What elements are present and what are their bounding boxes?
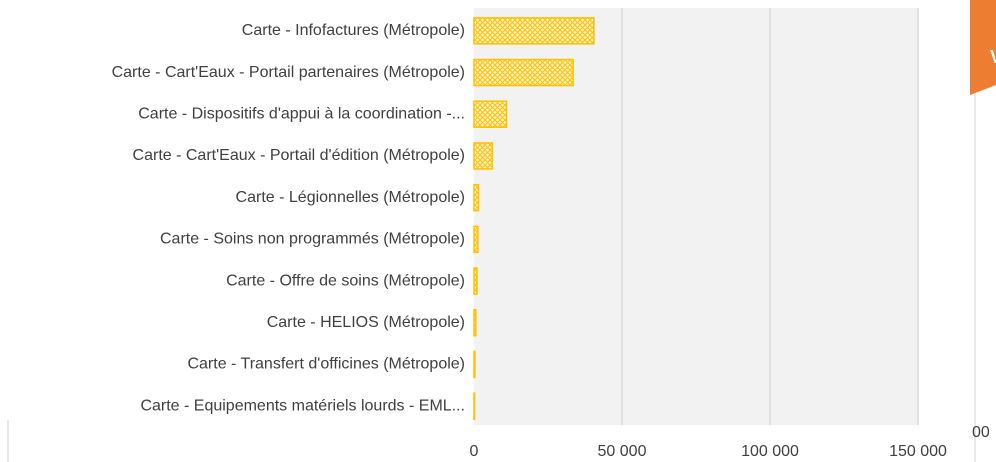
bar (473, 309, 477, 337)
y-tick-label: Carte - Transfert d'officines (Métropole… (187, 356, 465, 373)
bar (473, 17, 595, 45)
y-tick-label: Carte - Infofactures (Métropole) (242, 22, 465, 39)
fragment-text: 00 (972, 424, 990, 441)
side-shape (970, 0, 996, 95)
x-tick-label: 50 000 (598, 443, 647, 460)
x-tick-label: 150 000 (889, 443, 947, 460)
bar (473, 183, 480, 212)
y-tick-label: Carte - HELIOS (Métropole) (267, 314, 465, 331)
y-tick-label: Carte - Offre de soins (Métropole) (226, 272, 465, 289)
bar (473, 100, 508, 128)
y-tick-label: Carte - Soins non programmés (Métropole) (160, 231, 465, 248)
y-tick-label: Carte - Cart'Eaux - Portail partenaires … (112, 64, 465, 81)
bar (473, 392, 476, 420)
bar (473, 225, 479, 254)
y-tick-label: Carte - Légionnelles (Métropole) (236, 189, 465, 206)
y-tick-label: Carte - Cart'Eaux - Portail d'édition (M… (133, 147, 465, 164)
bar (473, 58, 574, 87)
fragment-text: V (990, 47, 996, 67)
bar (473, 267, 478, 295)
y-tick-label: Carte - Equipements matériels lourds - E… (140, 397, 465, 414)
bar (473, 350, 476, 379)
x-tick-label: 100 000 (741, 443, 799, 460)
x-tick-label: 0 (470, 443, 479, 460)
y-tick-label: Carte - Dispositifs d'appui à la coordin… (138, 105, 465, 122)
bar (473, 142, 494, 170)
